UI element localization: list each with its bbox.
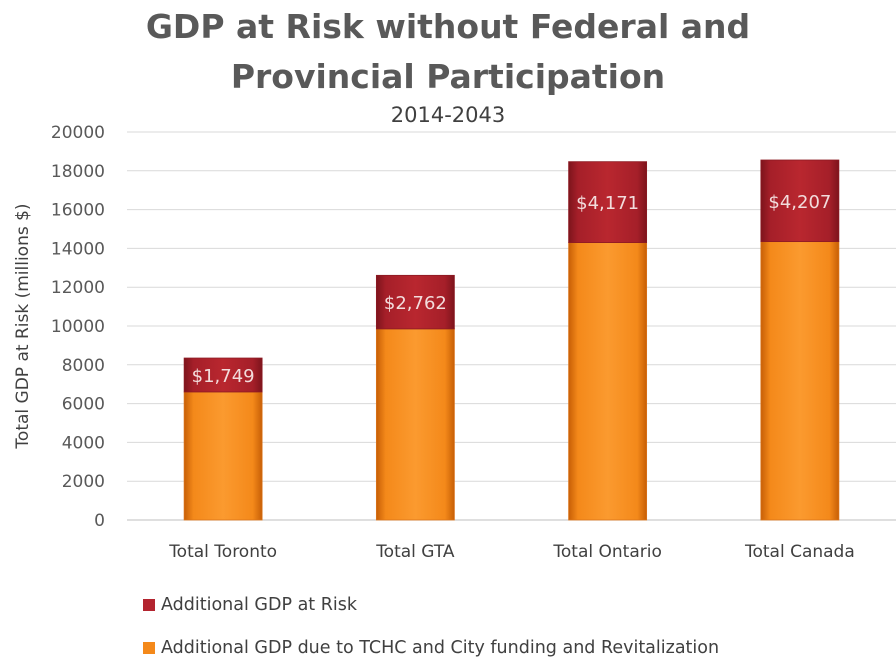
data-label: $4,171 [576,193,639,214]
y-tick-label: 14000 [51,239,105,259]
legend-swatch-red [143,599,155,611]
y-tick-label: 10000 [51,317,105,337]
x-tick-label: Total Canada [744,542,855,562]
y-tick-label: 12000 [51,278,105,298]
bar-at-risk-3 [760,159,840,243]
y-axis-ticks: 0 2000 4000 6000 8000 10000 12000 14000 16000 180… [51,123,105,531]
bar-base-3 [760,241,840,521]
chart-subtitle: 2014-2043 [390,103,506,127]
chart-title-line-1: GDP at Risk without Federal and [145,7,751,46]
legend-item-additional-gdp-at-risk: Additional GDP at Risk [143,595,357,615]
y-tick-label: 2000 [62,472,105,492]
chart-title: GDP at Risk without Federal and Provinci… [0,2,896,102]
y-tick-label: 18000 [51,162,105,182]
x-tick-label: Total GTA [375,542,455,562]
bar-base-1 [375,328,455,521]
y-tick-label: 4000 [62,433,105,453]
bar-at-risk-2 [568,161,648,243]
y-tick-label: 8000 [62,356,105,376]
y-axis-label: Total GDP at Risk (millions $) [13,203,33,449]
legend-label: Additional GDP at Risk [161,595,357,615]
y-tick-label: 16000 [51,201,105,221]
y-tick-label: 6000 [62,395,105,415]
x-axis-ticks: Total Toronto Total GTA Total Ontario Total… [168,542,855,562]
y-tick-label: 20000 [51,123,105,143]
x-tick-label: Total Toronto [168,542,277,562]
bar-at-risk-1 [375,274,455,330]
y-tick-label: 0 [94,511,105,531]
legend-item-additional-gdp-tchc: Additional GDP due to TCHC and City fund… [143,638,719,658]
bar-base-0 [183,391,263,521]
x-tick-label: Total Ontario [552,542,661,562]
data-label: $4,207 [768,192,831,213]
bar-base-2 [568,242,648,521]
legend-swatch-orange [143,642,155,654]
bars: $1,749 $2,762 $4,171 $4,207 [183,159,840,521]
legend-label: Additional GDP due to TCHC and City fund… [161,638,720,658]
chart-title-line-2: Provincial Participation [230,57,666,96]
data-label: $2,762 [384,293,447,314]
data-label: $1,749 [192,366,255,387]
bar-at-risk-0 [183,357,263,393]
